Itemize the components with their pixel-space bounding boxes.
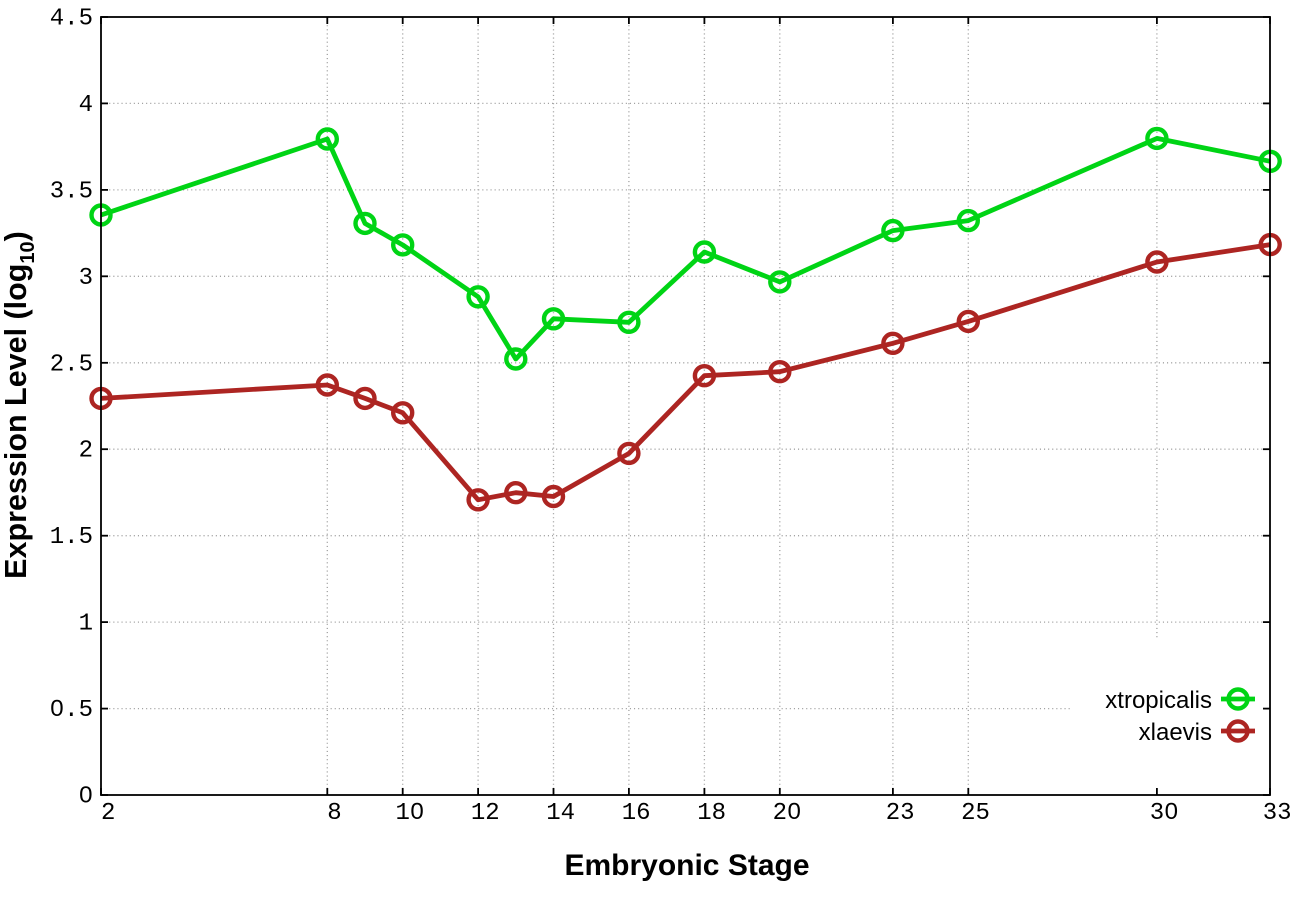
svg-text:10: 10 [395,800,424,827]
svg-text:4.5: 4.5 [50,6,93,33]
svg-text:2.5: 2.5 [50,351,93,378]
svg-text:14: 14 [546,800,575,827]
svg-text:xlaevis: xlaevis [1139,719,1212,746]
svg-text:23: 23 [886,800,915,827]
svg-text:18: 18 [697,800,726,827]
svg-text:25: 25 [961,800,990,827]
svg-text:Expression Level (log10): Expression Level (log10) [0,231,39,579]
svg-text:4: 4 [79,92,93,119]
svg-text:Embryonic Stage: Embryonic Stage [564,849,809,882]
svg-text:8: 8 [327,800,341,827]
svg-text:30: 30 [1150,800,1179,827]
svg-text:3: 3 [79,265,93,292]
svg-text:20: 20 [773,800,802,827]
svg-text:xtropicalis: xtropicalis [1105,687,1212,714]
svg-text:1.5: 1.5 [50,524,93,551]
svg-text:3.5: 3.5 [50,178,93,205]
svg-text:2: 2 [79,438,93,465]
svg-text:33: 33 [1263,800,1292,827]
svg-text:12: 12 [471,800,500,827]
svg-text:2: 2 [101,800,115,827]
svg-text:16: 16 [622,800,651,827]
svg-text:1: 1 [79,611,93,638]
